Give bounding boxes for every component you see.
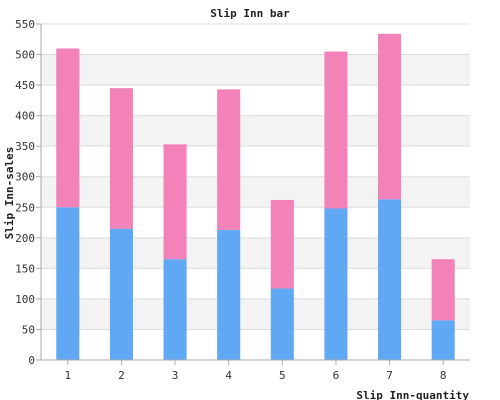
grid-bands bbox=[41, 54, 470, 330]
x-tick-label: 7 bbox=[386, 369, 393, 382]
grid-band bbox=[41, 54, 470, 86]
grid-band bbox=[41, 115, 470, 147]
x-tick-label: 5 bbox=[279, 369, 286, 382]
y-tick-label: 200 bbox=[15, 232, 35, 245]
x-tick-label: 2 bbox=[118, 369, 125, 382]
bar-segment-1 bbox=[378, 199, 402, 360]
y-tick-label: 150 bbox=[15, 262, 35, 275]
y-tick-label: 450 bbox=[15, 79, 35, 92]
y-tick-label: 100 bbox=[15, 293, 35, 306]
bar-segment-2 bbox=[163, 144, 187, 260]
bar-segment-2 bbox=[56, 48, 80, 208]
bars bbox=[56, 33, 455, 360]
x-tick-label: 6 bbox=[333, 369, 340, 382]
x-tick-label: 3 bbox=[172, 369, 179, 382]
y-tick-label: 550 bbox=[15, 18, 35, 31]
bar-segment-2 bbox=[378, 33, 402, 200]
chart-title: Slip Inn bar bbox=[210, 7, 290, 20]
y-tick-label: 250 bbox=[15, 201, 35, 214]
bar-segment-2 bbox=[109, 88, 133, 229]
bar-segment-1 bbox=[217, 229, 241, 360]
y-tick-label: 50 bbox=[22, 323, 35, 336]
y-tick-label: 500 bbox=[15, 49, 35, 62]
bar-segment-1 bbox=[109, 228, 133, 360]
axes bbox=[36, 23, 470, 365]
bar-segment-1 bbox=[431, 320, 455, 360]
y-tick-label: 350 bbox=[15, 140, 35, 153]
grid-band bbox=[41, 298, 470, 330]
bar-segment-1 bbox=[270, 288, 294, 360]
grid-band bbox=[41, 176, 470, 208]
bar-segment-1 bbox=[163, 259, 187, 360]
tick-labels: 0 50 100 150 200 250 300 350 400 450 500 550 1 2 3 4 5 6 7… bbox=[15, 18, 446, 382]
bar-segment-2 bbox=[270, 199, 294, 289]
x-tick-label: 1 bbox=[65, 369, 72, 382]
bar-segment-2 bbox=[431, 259, 455, 321]
y-tick-label: 300 bbox=[15, 171, 35, 184]
x-tick-label: 4 bbox=[225, 369, 232, 382]
x-tick-label: 8 bbox=[440, 369, 447, 382]
bar-segment-1 bbox=[324, 208, 348, 360]
x-axis-label: Slip Inn-quantity bbox=[356, 389, 469, 400]
bar-segment-2 bbox=[217, 89, 241, 230]
bar-segment-2 bbox=[324, 51, 348, 209]
y-tick-label: 0 bbox=[28, 354, 35, 367]
grid-band bbox=[41, 237, 470, 269]
y-tick-label: 400 bbox=[15, 110, 35, 123]
bar-segment-1 bbox=[56, 207, 80, 360]
y-axis-label: Slip Inn-sales bbox=[3, 147, 16, 240]
